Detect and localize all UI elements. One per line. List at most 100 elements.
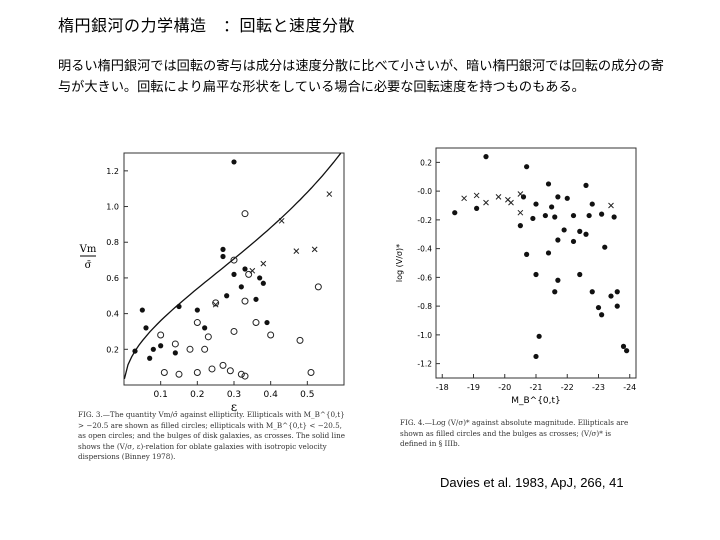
x-axis-label: ε — [231, 400, 237, 414]
data-point-filled — [620, 343, 627, 349]
data-point-filled — [176, 303, 182, 310]
data-point-open — [193, 319, 201, 327]
data-point-open — [160, 369, 168, 377]
data-point-filled — [552, 289, 558, 295]
data-point-filled — [577, 271, 583, 278]
x-tick-label: -23 — [592, 383, 605, 392]
x-tick-label: 0.5 — [300, 390, 314, 400]
data-point-filled — [194, 307, 200, 313]
data-point-open — [175, 370, 183, 378]
binney-curve — [123, 152, 342, 380]
data-point-filled — [595, 304, 602, 311]
data-point-cross — [212, 301, 219, 308]
data-point-filled — [202, 325, 208, 331]
data-point-filled — [552, 214, 558, 220]
data-point-open — [193, 369, 201, 377]
y-tick-label: -0.6 — [417, 273, 432, 282]
data-point-filled — [602, 244, 608, 250]
data-point-open — [226, 367, 234, 375]
data-point-cross — [260, 260, 267, 267]
slide-body: 明るい楕円銀河では回転の寄与は成分は速度分散に比べて小さいが、暗い楕円銀河では回… — [58, 59, 664, 95]
y-tick-label: 0.2 — [420, 158, 432, 167]
data-point-filled — [555, 194, 561, 200]
data-point-open — [201, 345, 209, 353]
figure-3: 0.1 0.2 0.3 0.4 0.5 0.2 0.4 0.6 0.8 1.0 1.2 Vm σ̄ ε — [66, 128, 356, 463]
y-tick-label: 0.6 — [106, 274, 119, 283]
data-point-filled — [586, 212, 592, 219]
x-axis-label: M_B^{0,t} — [511, 396, 561, 406]
data-point-filled — [530, 215, 536, 222]
y-tick-label: 0.2 — [106, 345, 119, 354]
fig3-plot: 0.1 0.2 0.3 0.4 0.5 0.2 0.4 0.6 0.8 1.0 1.2 Vm σ̄ ε — [79, 152, 345, 414]
data-point-open — [241, 372, 249, 380]
data-point-filled — [583, 231, 589, 237]
data-point-filled — [132, 348, 138, 354]
x-tick-label: -24 — [623, 383, 636, 392]
data-point-open — [241, 297, 249, 305]
data-point-open — [245, 270, 253, 278]
data-point-cross — [508, 199, 514, 206]
data-point-open — [307, 369, 315, 377]
y-tick-label: -0.8 — [417, 302, 432, 311]
data-point-filled — [555, 237, 561, 243]
data-point-filled — [483, 154, 489, 160]
data-point-filled — [220, 246, 226, 252]
data-point-open — [230, 256, 238, 264]
data-point-filled — [624, 348, 630, 354]
data-point-open — [296, 336, 304, 344]
data-point-cross — [495, 194, 502, 200]
data-point-filled — [224, 293, 230, 299]
data-point-filled — [533, 353, 539, 360]
data-point-filled — [561, 227, 567, 233]
data-point-cross — [249, 267, 256, 274]
data-point-filled — [172, 350, 178, 356]
data-point-filled — [599, 211, 605, 217]
x-tick-label: 0.3 — [227, 390, 241, 400]
data-point-cross — [461, 195, 467, 202]
data-point-filled — [589, 289, 595, 295]
data-point-filled — [517, 223, 523, 229]
data-point-filled — [564, 195, 570, 201]
data-point-filled — [231, 271, 237, 277]
data-point-filled — [545, 181, 552, 187]
y-tick-label: -1.0 — [417, 331, 432, 340]
data-point-filled — [524, 164, 530, 170]
y-tick-label: 0.8 — [106, 238, 119, 247]
data-point-open — [204, 333, 212, 341]
data-point-filled — [570, 212, 577, 219]
data-point-open — [241, 210, 249, 218]
data-point-filled — [583, 182, 589, 188]
y-tick-label: 1.2 — [106, 167, 119, 176]
data-point-cross — [608, 202, 614, 209]
data-point-filled — [143, 325, 149, 331]
fig3-caption: FIG. 3.—The quantity Vm/σ̄ against ellip… — [78, 410, 346, 461]
data-point-filled — [545, 250, 552, 256]
data-point-open — [252, 319, 260, 327]
data-point-filled — [542, 212, 548, 219]
data-point-open — [219, 361, 227, 369]
y-tick-label: 1.0 — [106, 203, 119, 212]
data-point-filled — [599, 312, 605, 318]
x-tick-label: -19 — [467, 383, 480, 392]
x-tick-label: 0.1 — [154, 390, 168, 400]
data-point-filled — [555, 277, 561, 283]
x-tick-label: -18 — [436, 383, 449, 392]
data-point-filled — [253, 296, 259, 302]
fig4-caption: FIG. 4.—Log (V/σ)* against absolute magn… — [400, 418, 629, 448]
data-point-filled — [611, 214, 617, 220]
data-point-filled — [264, 319, 270, 326]
data-point-filled — [614, 303, 620, 309]
data-point-filled — [577, 228, 583, 234]
data-point-filled — [242, 266, 248, 272]
data-point-open — [212, 299, 220, 307]
citation: Davies et al. 1983, ApJ, 266, 41 — [440, 475, 624, 490]
data-point-filled — [238, 284, 244, 290]
y-axis-label: log (V/σ)* — [395, 244, 404, 282]
y-tick-label: -0.0 — [417, 187, 432, 196]
data-point-open — [186, 345, 194, 353]
data-point-open — [230, 327, 238, 335]
data-point-cross — [293, 248, 300, 255]
data-point-filled — [257, 275, 263, 281]
data-point-filled — [150, 346, 156, 352]
data-point-filled — [220, 253, 226, 260]
